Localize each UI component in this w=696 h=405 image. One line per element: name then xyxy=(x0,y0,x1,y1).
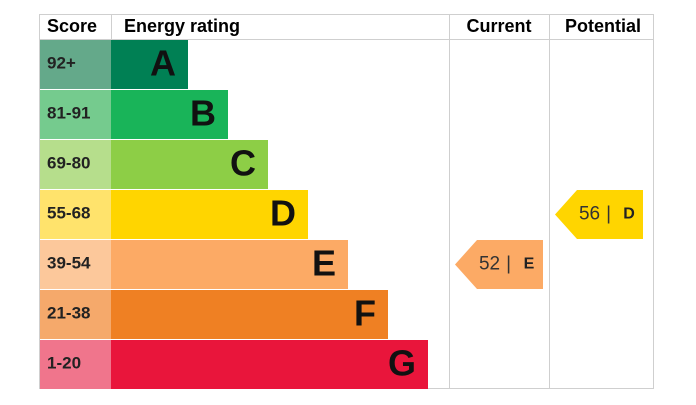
score-cell xyxy=(40,290,111,339)
potential-label: 56 | xyxy=(579,204,611,225)
potential-value: 56 xyxy=(579,204,600,225)
current-separator: | xyxy=(506,254,511,275)
score-cell xyxy=(40,240,111,289)
score-label: 69-80 xyxy=(47,153,90,172)
header-score: Score xyxy=(47,16,97,36)
rating-bar xyxy=(111,90,228,139)
rating-letter: C xyxy=(230,143,256,184)
potential-rating: D xyxy=(623,206,635,223)
rating-letter: G xyxy=(388,343,416,384)
score-label: 1-20 xyxy=(47,353,81,372)
score-label: 81-91 xyxy=(47,103,90,122)
current-label: 52 | xyxy=(479,254,511,275)
score-cell xyxy=(40,340,111,389)
score-cell xyxy=(40,40,111,89)
rating-letter: B xyxy=(190,93,216,134)
score-label: 92+ xyxy=(47,53,76,72)
current-value: 52 xyxy=(479,254,500,275)
current-arrow xyxy=(455,240,543,289)
rating-letter: D xyxy=(270,193,296,234)
potential-arrow xyxy=(555,190,643,239)
score-cell xyxy=(40,140,111,189)
header-rating: Energy rating xyxy=(124,16,240,36)
potential-separator: | xyxy=(606,204,611,225)
rating-letter: A xyxy=(150,43,176,84)
rating-bar xyxy=(111,290,388,339)
rating-bar xyxy=(111,190,308,239)
rating-bar xyxy=(111,240,348,289)
rating-bar xyxy=(111,40,188,89)
score-label: 21-38 xyxy=(47,303,90,322)
header-current: Current xyxy=(466,16,531,36)
header-potential: Potential xyxy=(565,16,641,36)
score-label: 39-54 xyxy=(47,253,91,272)
rating-bar xyxy=(111,140,268,189)
score-cell xyxy=(40,90,111,139)
current-rating: E xyxy=(524,256,535,273)
score-cell xyxy=(40,190,111,239)
rating-letter: F xyxy=(354,293,376,334)
rating-bar xyxy=(111,340,428,389)
score-label: 55-68 xyxy=(47,203,90,222)
rating-letter: E xyxy=(312,243,336,284)
